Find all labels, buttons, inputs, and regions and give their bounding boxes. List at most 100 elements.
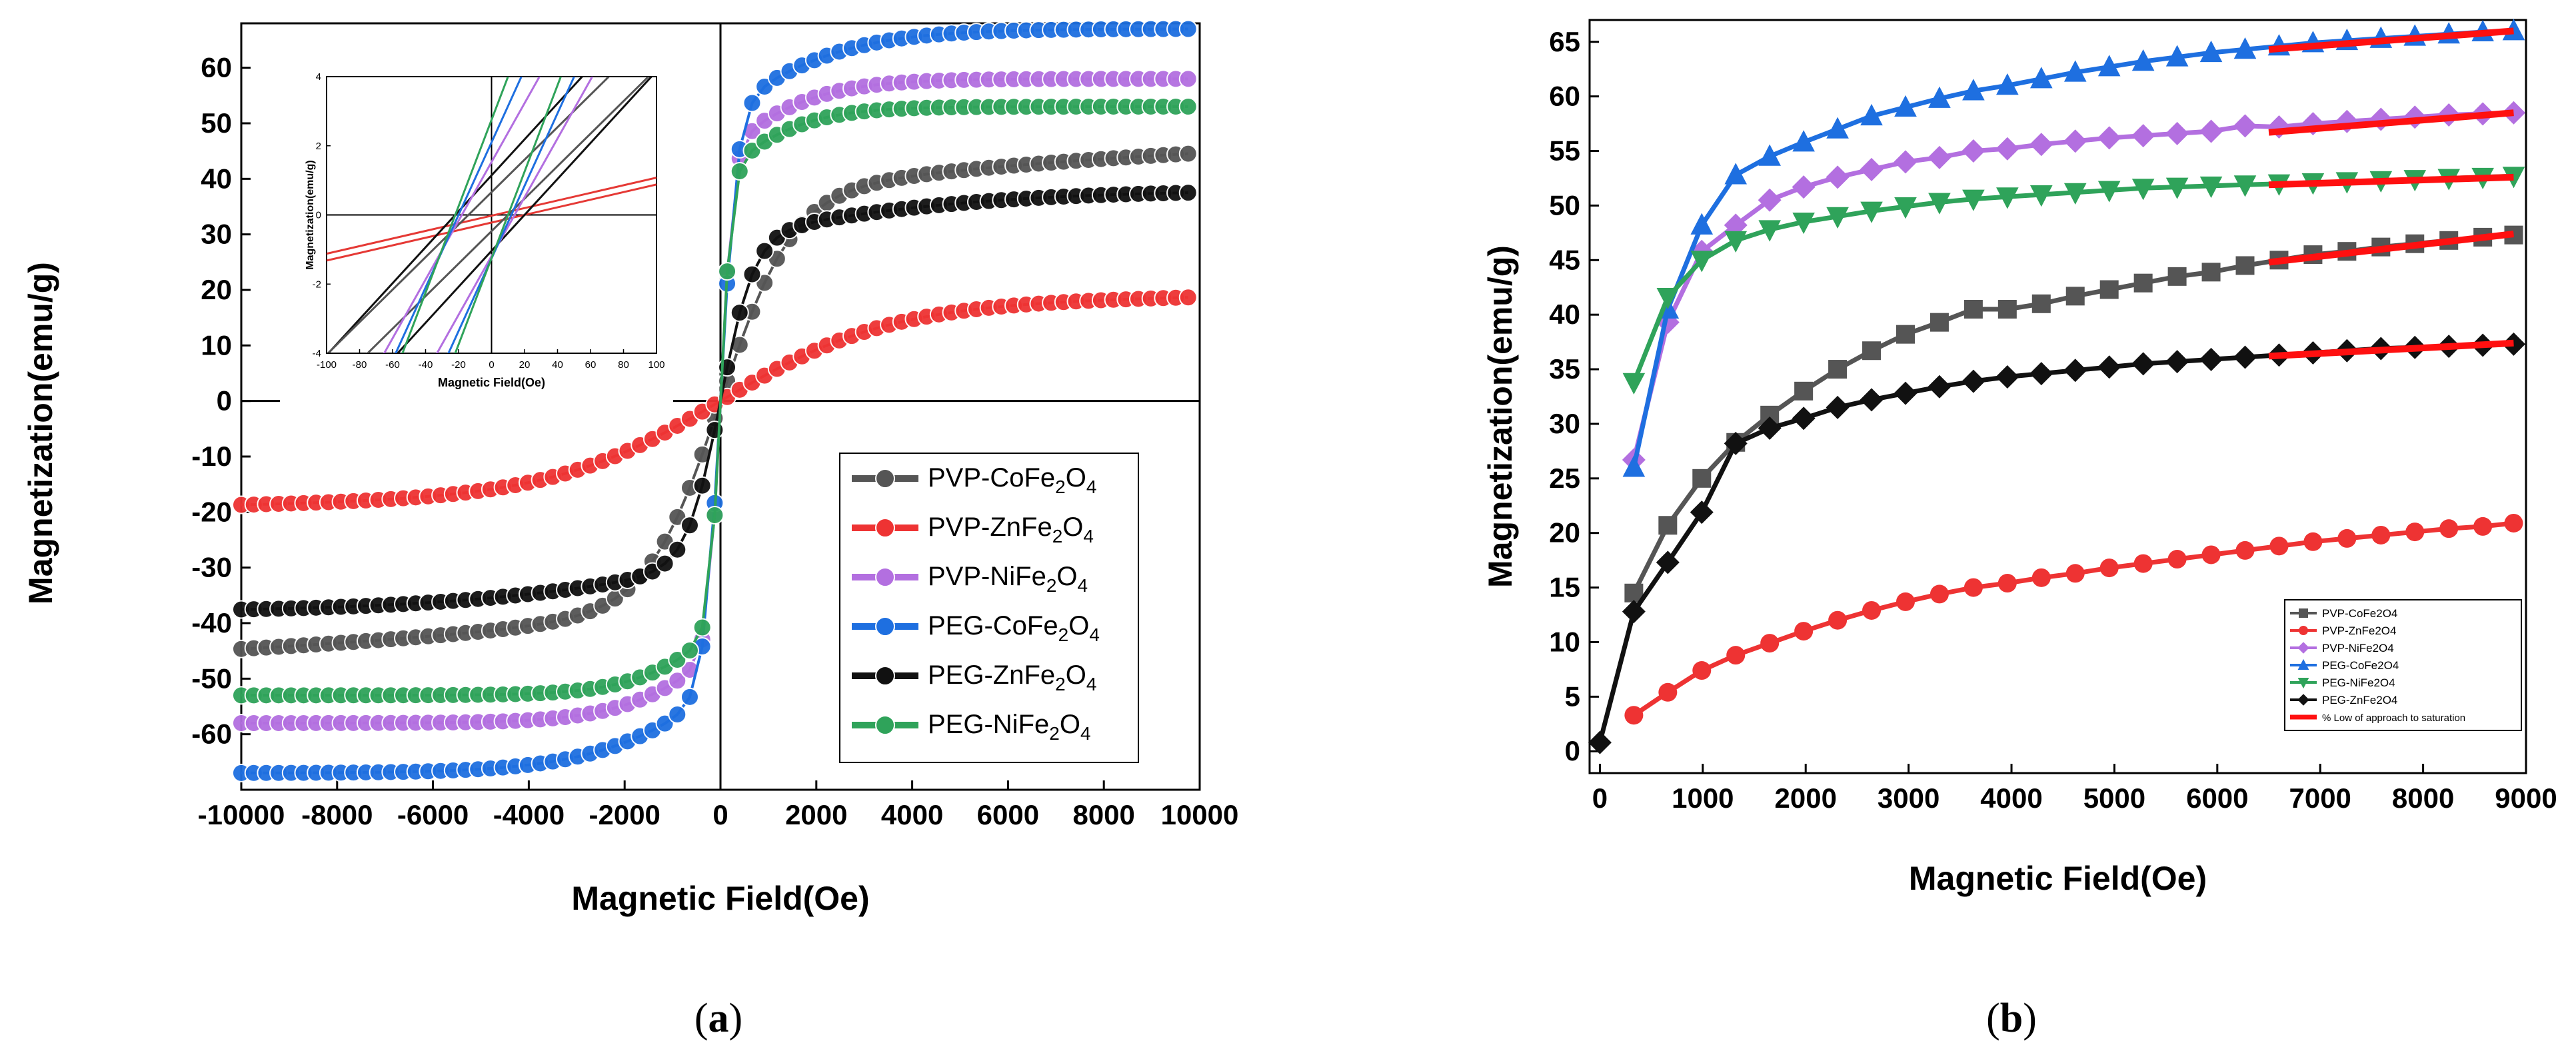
data-point	[1862, 341, 1882, 361]
legend-swatch-marker	[875, 518, 895, 538]
y-tick-label: 30	[1549, 408, 1580, 439]
data-point	[2405, 523, 2425, 542]
data-point	[1963, 299, 1983, 319]
data-point	[1860, 201, 1883, 223]
data-point	[718, 262, 737, 281]
x-tick-label: 6000	[2186, 782, 2248, 814]
x-tick-label: 6000	[977, 799, 1039, 830]
data-point	[1961, 369, 1985, 393]
data-point	[1896, 592, 1915, 611]
data-point	[1860, 103, 1883, 126]
data-point	[1758, 220, 1781, 242]
series-peg-znfe2o4	[1588, 332, 2525, 754]
data-point	[2297, 658, 2309, 670]
data-point	[2235, 540, 2255, 560]
data-point	[2063, 60, 2087, 82]
data-point	[1894, 95, 1917, 117]
data-point	[1178, 19, 1198, 39]
data-point	[2165, 121, 2189, 145]
y-tick-label: 55	[1549, 135, 1580, 167]
y-tick-label: 15	[1549, 572, 1580, 603]
data-point	[2297, 678, 2309, 689]
legend-entry: PEG-ZnFe2O4	[928, 660, 1096, 694]
x-tick-label: 0	[712, 799, 728, 830]
data-point	[1178, 144, 1198, 163]
data-point	[2502, 19, 2525, 41]
data-point	[1997, 574, 2017, 593]
data-point	[1894, 197, 1917, 219]
x-tick-label: 4000	[1980, 782, 2042, 814]
approach-fit-line	[2268, 231, 2515, 266]
data-point	[1656, 287, 1680, 310]
data-point	[692, 618, 712, 637]
legend-swatch-marker	[875, 567, 895, 587]
data-point	[1690, 501, 1714, 525]
x-tick-label: 1000	[1672, 782, 1734, 814]
x-tick-label: -2000	[589, 799, 660, 830]
data-point	[2201, 545, 2221, 564]
data-point	[1692, 661, 1712, 680]
data-point	[1930, 313, 1949, 332]
data-point	[1862, 600, 1882, 620]
y-tick-label: -30	[191, 552, 232, 583]
legend-entry: PEG-NiFe2O4	[928, 710, 1091, 744]
data-point	[2233, 345, 2257, 369]
data-point	[2233, 37, 2257, 59]
data-point	[1995, 365, 2019, 389]
data-point	[2133, 273, 2153, 293]
panel-a-letter: a	[708, 996, 729, 1041]
data-point	[2097, 126, 2121, 150]
x-tick-label: 2000	[785, 799, 847, 830]
y-tick-label: 5	[1565, 680, 1580, 712]
y-tick-label: 40	[201, 163, 232, 194]
data-point	[1894, 150, 1918, 174]
data-point	[2065, 564, 2085, 583]
data-point	[668, 540, 687, 559]
series-pvp-znfe2o4	[1624, 513, 2523, 725]
data-point	[2201, 263, 2221, 282]
x-tick-label: -6000	[397, 799, 469, 830]
y-tick-label: 20	[201, 274, 232, 305]
inset-x-tick-label: -100	[317, 359, 337, 371]
y-tick-label: 25	[1549, 463, 1580, 494]
data-point	[1178, 288, 1198, 307]
data-point	[1792, 130, 1815, 152]
inset-loop-branch	[383, 77, 541, 353]
data-point	[1792, 407, 1816, 431]
y-tick-label: 50	[1549, 189, 1580, 221]
x-tick-label: 0	[1592, 782, 1608, 814]
data-point	[1588, 730, 1612, 754]
panel-b-chart: 0 1000 2000 3000 4000 5000 6000 7000 8000 9000 0 5 1…	[1482, 19, 2557, 897]
data-point	[1996, 73, 2019, 95]
data-point	[2233, 175, 2257, 197]
legend-swatch-marker	[875, 469, 895, 489]
inset-y-tick-label: 0	[316, 210, 321, 221]
data-point	[2167, 267, 2187, 286]
x-tick-label: 4000	[881, 799, 943, 830]
data-point	[1961, 139, 1985, 163]
data-point	[680, 516, 699, 535]
legend-entry: PVP-NiFe2O4	[2322, 642, 2394, 654]
data-point	[2269, 536, 2289, 556]
inset-x-tick-label: 60	[585, 359, 597, 371]
legend: PVP-CoFe2O4 PVP-ZnFe2O4 PVP-NiFe2O4 PEG-CoF…	[2284, 599, 2522, 731]
data-point	[2065, 287, 2085, 306]
data-point	[2063, 183, 2087, 205]
inset-loop-branch	[454, 77, 563, 353]
data-point	[2235, 256, 2255, 275]
data-point	[1996, 187, 2019, 209]
data-point	[1658, 516, 1678, 535]
data-point	[742, 265, 762, 284]
data-point	[1794, 622, 1814, 641]
data-point	[1760, 634, 1780, 653]
data-point	[655, 714, 674, 733]
y-tick-label: 30	[201, 219, 232, 250]
legend-box	[2284, 599, 2522, 731]
data-point	[2165, 45, 2189, 67]
approach-fit-line	[2268, 27, 2514, 53]
data-point	[2233, 114, 2257, 138]
inset-y-tick-label: 4	[316, 71, 321, 83]
y-tick-label: -60	[191, 718, 232, 750]
data-point	[692, 476, 712, 495]
x-tick-label: -8000	[301, 799, 373, 830]
